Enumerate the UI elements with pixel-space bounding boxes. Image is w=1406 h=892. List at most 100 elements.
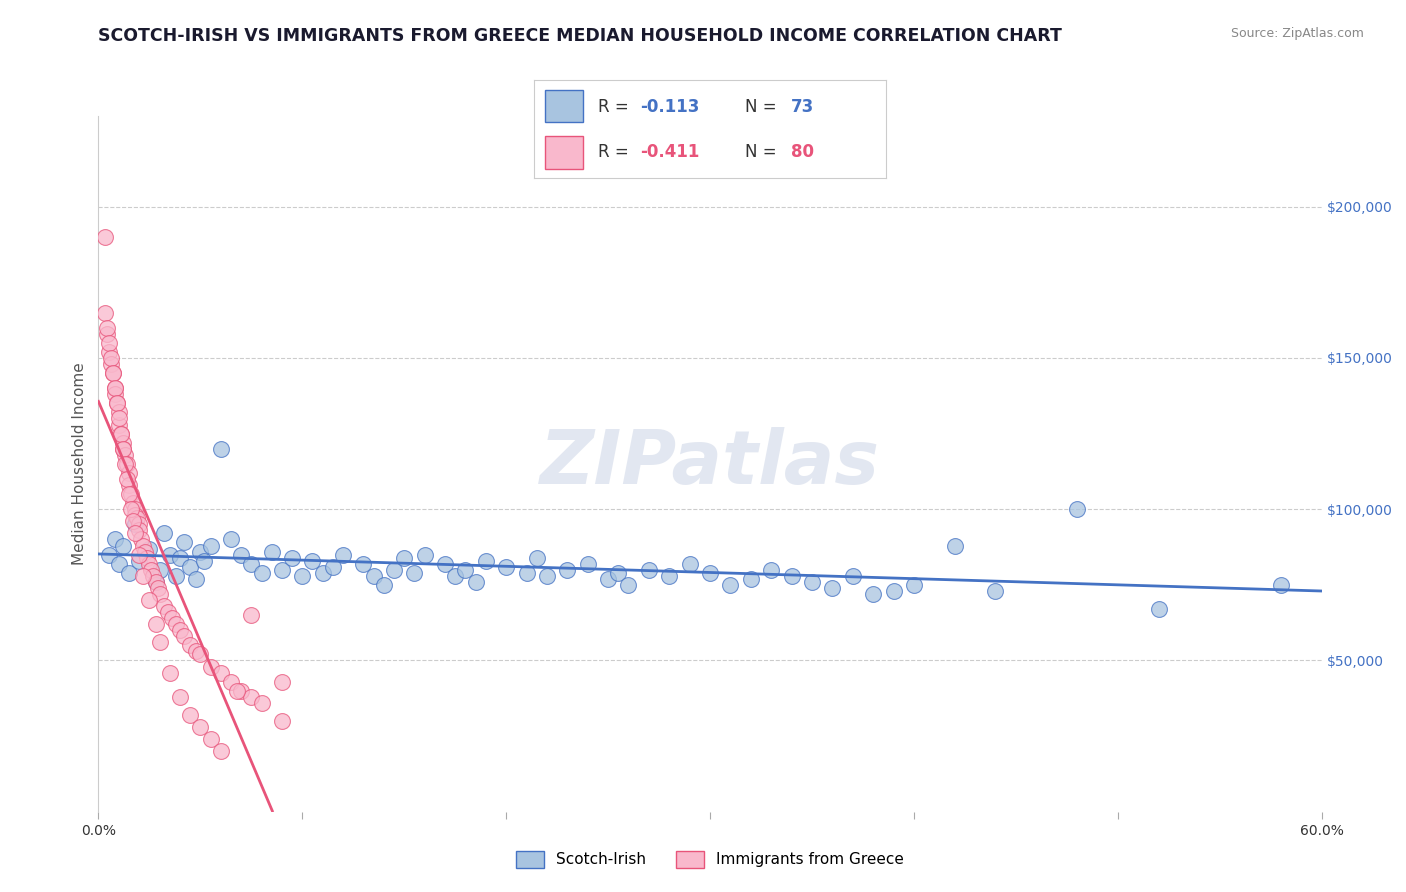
Text: SCOTCH-IRISH VS IMMIGRANTS FROM GREECE MEDIAN HOUSEHOLD INCOME CORRELATION CHART: SCOTCH-IRISH VS IMMIGRANTS FROM GREECE M… (98, 27, 1063, 45)
Point (105, 396, 128, 410)
Point (186, 644, 208, 658)
Point (160, 611, 183, 625)
Point (516, 566, 538, 580)
Point (231, 548, 253, 562)
Point (115, 457, 138, 471)
Point (270, 674, 294, 689)
Point (1270, 578, 1292, 592)
Point (108, 557, 131, 571)
Point (134, 544, 156, 558)
Point (495, 559, 517, 574)
Point (270, 563, 294, 577)
Text: -0.411: -0.411 (640, 143, 699, 161)
Point (111, 442, 134, 456)
Point (132, 539, 155, 553)
Point (413, 548, 436, 562)
Point (240, 690, 263, 704)
Point (145, 617, 167, 632)
Point (240, 608, 263, 623)
Point (118, 566, 141, 580)
Point (124, 517, 146, 532)
Point (110, 426, 132, 441)
Point (576, 557, 599, 571)
Point (138, 593, 160, 607)
Point (152, 599, 174, 613)
Point (322, 559, 344, 574)
Point (658, 568, 681, 582)
Point (373, 578, 395, 592)
Point (281, 550, 304, 565)
Point (138, 541, 160, 556)
Point (165, 617, 187, 632)
Point (1147, 602, 1170, 616)
Text: R =: R = (598, 143, 634, 161)
Point (156, 605, 179, 619)
Point (110, 426, 132, 441)
Point (128, 517, 150, 532)
Point (169, 624, 191, 638)
Point (128, 554, 150, 568)
Text: Source: ZipAtlas.com: Source: ZipAtlas.com (1230, 27, 1364, 40)
Point (617, 578, 640, 592)
FancyBboxPatch shape (544, 90, 583, 122)
Point (188, 544, 212, 558)
Text: 73: 73 (790, 98, 814, 116)
Point (209, 442, 232, 456)
Point (186, 572, 208, 586)
Point (108, 417, 131, 432)
Point (179, 638, 201, 652)
Point (219, 533, 242, 547)
Point (149, 587, 172, 601)
Point (111, 442, 134, 456)
Point (434, 557, 457, 571)
Point (363, 568, 385, 582)
Point (111, 435, 134, 450)
Point (111, 539, 134, 553)
Point (114, 457, 136, 471)
Text: 80: 80 (790, 143, 814, 161)
Point (145, 574, 167, 589)
Point (100, 357, 122, 371)
Point (101, 366, 124, 380)
Point (146, 581, 169, 595)
Point (699, 566, 721, 580)
Y-axis label: Median Household Income: Median Household Income (72, 362, 87, 566)
FancyBboxPatch shape (544, 136, 583, 169)
Point (720, 578, 742, 592)
Point (943, 539, 966, 553)
Point (108, 411, 131, 425)
Point (179, 559, 201, 574)
Point (536, 568, 558, 582)
Point (96, 326, 118, 341)
Point (193, 554, 215, 568)
Point (159, 548, 181, 562)
Point (862, 587, 884, 601)
Point (312, 566, 335, 580)
Point (120, 502, 142, 516)
Point (124, 508, 146, 523)
Point (169, 550, 191, 565)
Point (679, 557, 702, 571)
Point (124, 526, 146, 541)
Point (149, 635, 172, 649)
Point (104, 387, 127, 401)
Point (118, 487, 141, 501)
Point (200, 659, 222, 673)
Point (200, 732, 222, 747)
Point (526, 550, 548, 565)
Point (240, 557, 263, 571)
Point (474, 554, 498, 568)
Point (454, 563, 477, 577)
Point (149, 563, 172, 577)
Point (141, 563, 163, 577)
Point (120, 487, 142, 501)
Point (464, 574, 486, 589)
Point (136, 550, 159, 565)
Point (270, 714, 294, 728)
Point (173, 535, 195, 549)
Text: -0.113: -0.113 (640, 98, 699, 116)
Point (301, 554, 323, 568)
Point (250, 696, 273, 710)
Point (740, 572, 762, 586)
Text: ZIPatlas: ZIPatlas (540, 427, 880, 500)
